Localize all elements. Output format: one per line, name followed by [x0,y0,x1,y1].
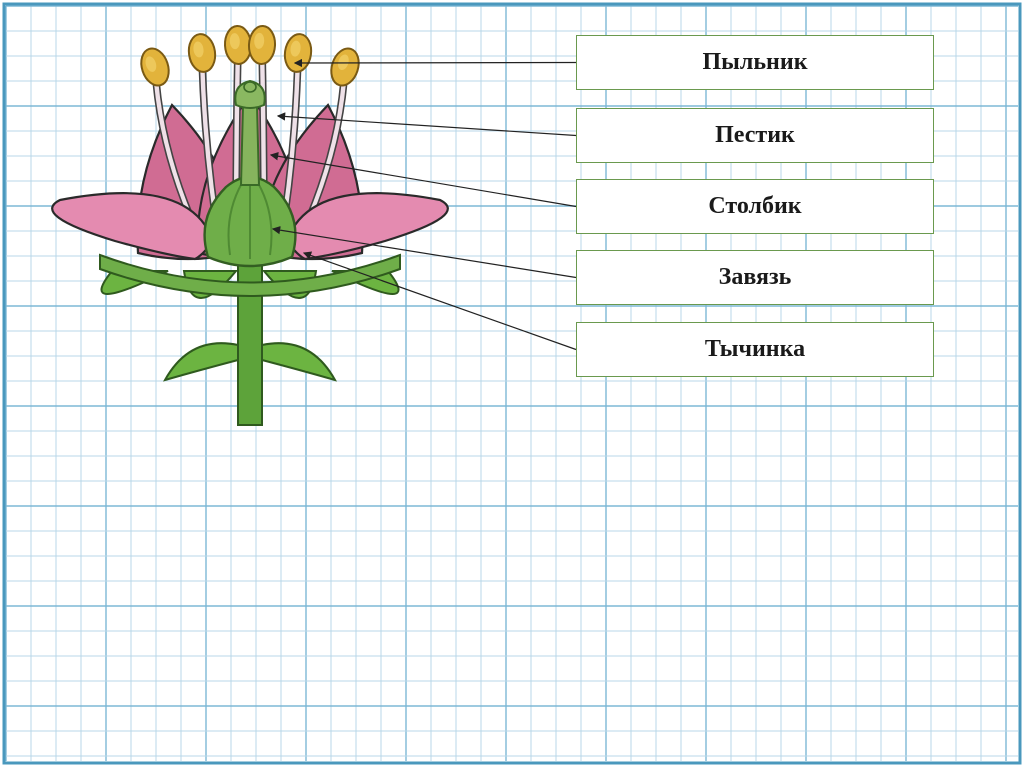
diagram-canvas: ПыльникПестикСтолбикЗавязьТычинка [0,0,1024,767]
leader-lines [0,0,1024,767]
